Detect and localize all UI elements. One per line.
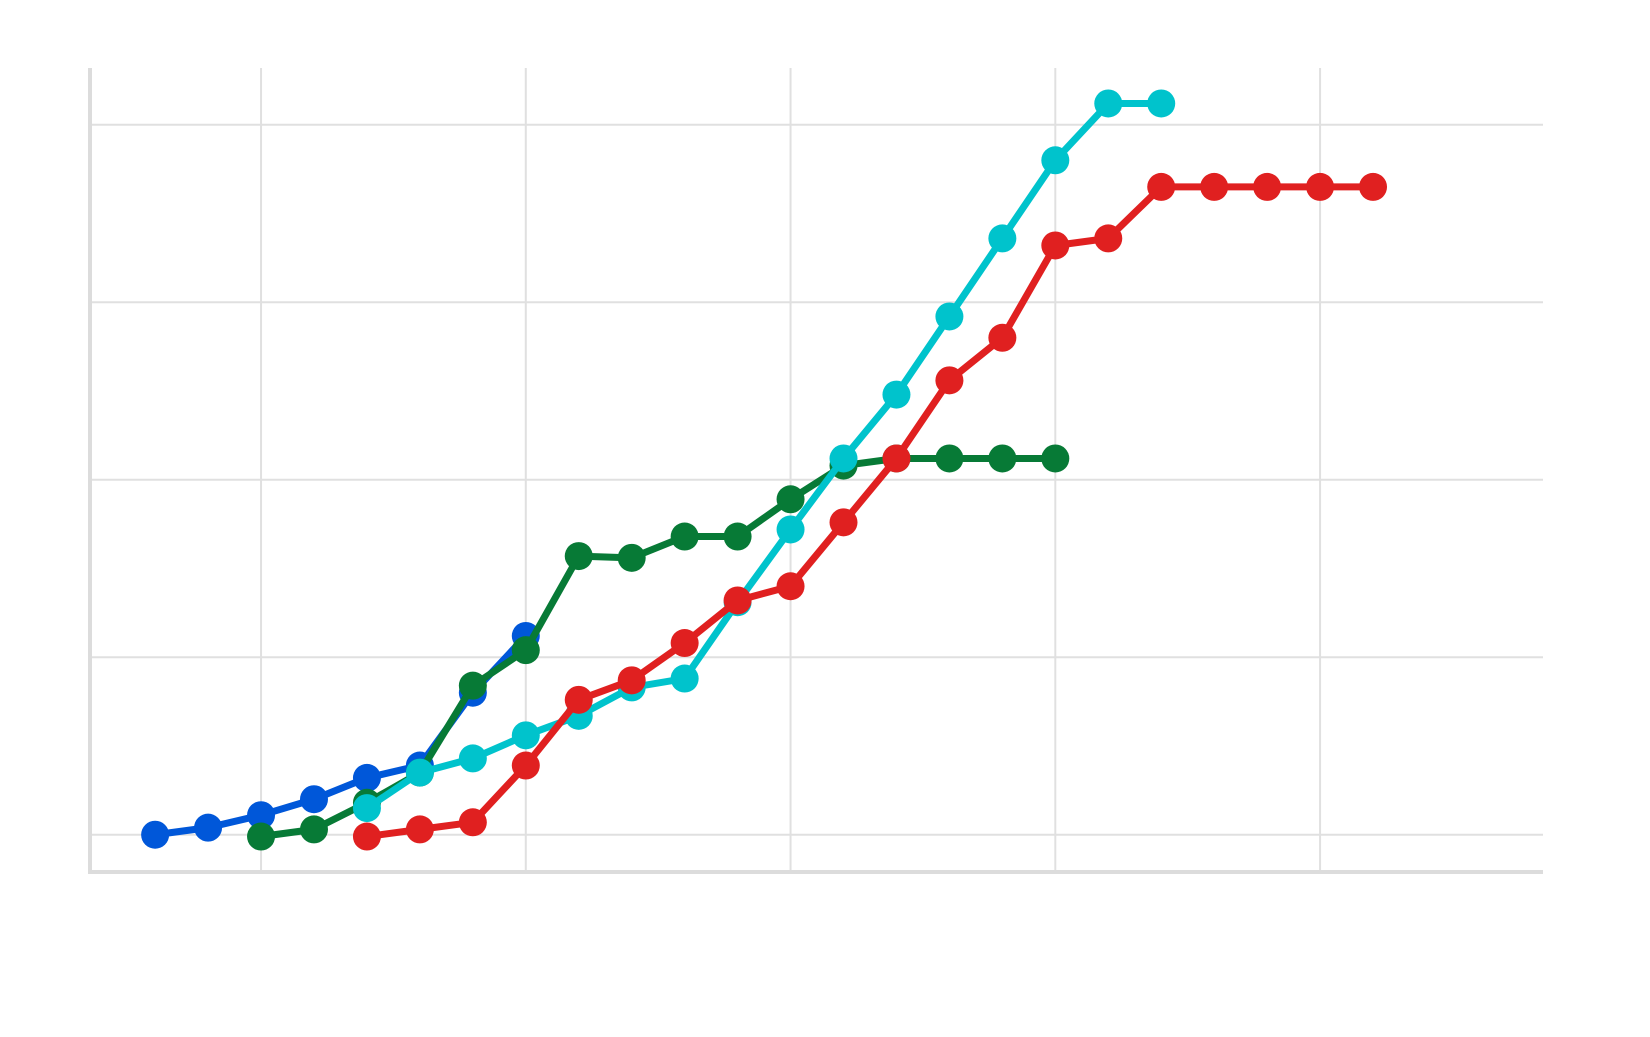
data-point (1147, 89, 1176, 118)
data-point (935, 366, 964, 395)
data-point (1306, 172, 1335, 201)
data-point (670, 522, 699, 551)
data-point (723, 586, 752, 615)
data-point (299, 815, 328, 844)
data-point (988, 224, 1017, 253)
data-point (1200, 172, 1229, 201)
data-point (352, 822, 381, 851)
data-point (1041, 231, 1070, 260)
data-point (405, 758, 434, 787)
data-point (776, 515, 805, 544)
data-point (1359, 172, 1388, 201)
data-point (511, 751, 540, 780)
grid (90, 68, 1543, 872)
data-point (670, 629, 699, 658)
data-point (670, 664, 699, 693)
data-point (1094, 89, 1123, 118)
data-point (882, 444, 911, 473)
data-point (458, 744, 487, 773)
data-point (776, 572, 805, 601)
data-point (935, 302, 964, 331)
data-point (1147, 172, 1176, 201)
data-point (776, 485, 805, 514)
data-point (1041, 146, 1070, 175)
data-point (723, 522, 752, 551)
data-point (247, 801, 276, 830)
data-point (882, 380, 911, 409)
data-point (352, 794, 381, 823)
data-point (511, 636, 540, 665)
data-point (352, 763, 381, 792)
data-point (988, 323, 1017, 352)
data-point (511, 721, 540, 750)
data-point (564, 542, 593, 571)
data-point (458, 808, 487, 837)
plot-area (141, 89, 1388, 851)
data-point (1094, 224, 1123, 253)
data-point (617, 543, 646, 572)
data-point (1253, 172, 1282, 201)
series-line (154, 633, 529, 839)
data-point (194, 813, 223, 842)
data-point (829, 444, 858, 473)
data-point (617, 666, 646, 695)
data-point (299, 785, 328, 814)
data-point (935, 444, 964, 473)
data-point (988, 444, 1017, 473)
data-point (405, 815, 434, 844)
data-point (141, 820, 170, 849)
series-line (364, 99, 1162, 812)
data-point (247, 822, 276, 851)
data-point (1041, 444, 1070, 473)
data-point (829, 508, 858, 537)
data-point (564, 685, 593, 714)
data-point (458, 671, 487, 700)
